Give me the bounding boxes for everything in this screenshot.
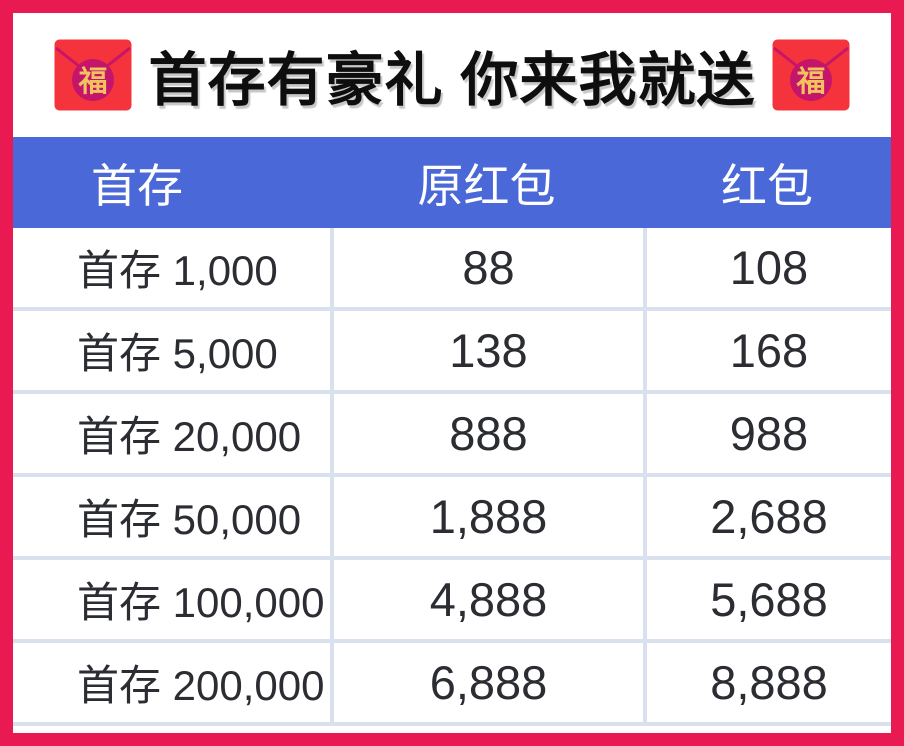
original-packet-cell: 6,888 [330, 643, 643, 722]
packet-cell: 108 [643, 228, 891, 307]
packet-cell: 5,688 [643, 560, 891, 639]
table-row: 首存 100,000 4,888 5,688 [13, 560, 891, 643]
original-packet-cell: 4,888 [330, 560, 643, 639]
column-header-packet: 红包 [721, 159, 813, 212]
table-header-row: 首存 原红包 红包 [13, 137, 891, 228]
original-packet-cell: 888 [330, 394, 643, 473]
packet-cell: 168 [643, 311, 891, 390]
fu-character: 福 [795, 65, 825, 98]
deposit-cell: 首存 20,000 [77, 413, 302, 460]
table-row: 首存 200,000 6,888 8,888 [13, 643, 891, 726]
packet-cell: 8,888 [643, 643, 891, 722]
deposit-cell: 首存 200,000 [77, 662, 325, 709]
table-row: 首存 1,000 88 108 [13, 228, 891, 311]
fu-character: 福 [78, 65, 108, 98]
red-envelope-icon: 福 [772, 39, 850, 111]
deposit-cell: 首存 1,000 [77, 247, 278, 294]
original-packet-cell: 1,888 [330, 477, 643, 556]
promo-banner: 福 首存有豪礼 你来我就送 福 [13, 13, 891, 137]
column-header-deposit: 首存 [91, 159, 183, 212]
deposit-bonus-table: 首存 原红包 红包 首存 1,000 88 108 首存 5,000 138 1… [13, 137, 891, 726]
table-row: 首存 50,000 1,888 2,688 [13, 477, 891, 560]
packet-cell: 2,688 [643, 477, 891, 556]
packet-cell: 988 [643, 394, 891, 473]
deposit-cell: 首存 100,000 [77, 579, 325, 626]
column-header-original-packet: 原红包 [417, 159, 556, 212]
deposit-cell: 首存 5,000 [77, 330, 278, 377]
original-packet-cell: 88 [330, 228, 643, 307]
deposit-cell: 首存 50,000 [77, 496, 302, 543]
page-title: 首存有豪礼 你来我就送 [148, 48, 756, 113]
red-envelope-icon: 福 [54, 39, 132, 111]
table-row: 首存 20,000 888 988 [13, 394, 891, 477]
original-packet-cell: 138 [330, 311, 643, 390]
table-row: 首存 5,000 138 168 [13, 311, 891, 394]
